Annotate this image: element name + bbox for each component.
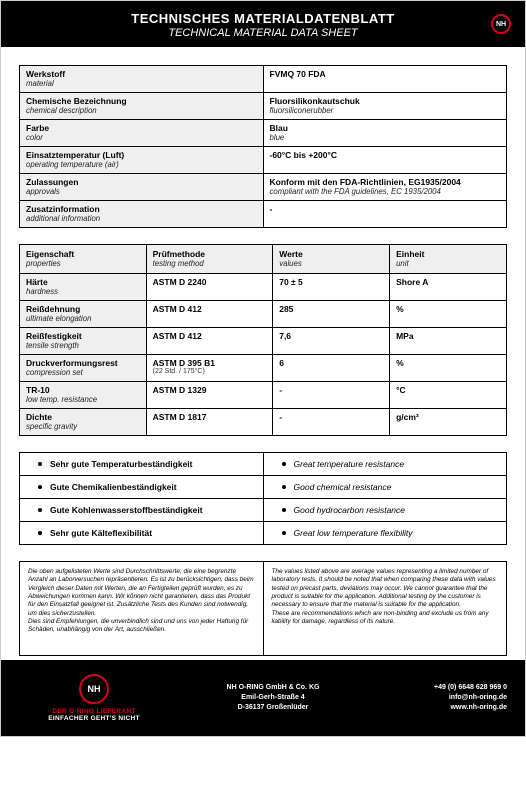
document-header: TECHNISCHES MATERIALDATENBLATT TECHNICAL… bbox=[1, 1, 525, 47]
info-value: -60°C bis +200°C bbox=[263, 147, 507, 174]
info-label: Zusatzinformationadditional information bbox=[20, 201, 264, 228]
disclaimer-box: Die oben aufgelisteten Werte sind Durchs… bbox=[19, 561, 507, 656]
prop-name: Druckverformungsrestcompression set bbox=[20, 355, 147, 382]
info-value: Fluorsilikonkautschukfluorsiliconerubber bbox=[263, 93, 507, 120]
info-label: Werkstoffmaterial bbox=[20, 66, 264, 93]
properties-table: EigenschaftpropertiesPrüfmethodetesting … bbox=[19, 244, 507, 436]
logo-icon: NH bbox=[491, 14, 511, 34]
feature-de: Gute Kohlenwasserstoffbeständigkeit bbox=[20, 499, 264, 522]
prop-value: 70 ± 5 bbox=[273, 274, 390, 301]
prop-method: ASTM D 395 B1(22 Std. / 175°C) bbox=[146, 355, 273, 382]
prop-name: Reißdehnungultimate elongation bbox=[20, 301, 147, 328]
disclaimer-de: Die oben aufgelisteten Werte sind Durchs… bbox=[20, 562, 264, 656]
prop-name: Dichtespecific gravity bbox=[20, 409, 147, 436]
material-info-table: WerkstoffmaterialFVMQ 70 FDAChemische Be… bbox=[19, 65, 507, 228]
footer-contact: +49 (0) 6648 628 969 0 info@nh-oring.de … bbox=[377, 683, 507, 712]
prop-method: ASTM D 1329 bbox=[146, 382, 273, 409]
footer-logo-block: NH DER O-RING LIEFERANT EINFACHER GEHT'S… bbox=[19, 674, 169, 722]
prop-method: ASTM D 412 bbox=[146, 301, 273, 328]
info-label: Einsatztemperatur (Luft)operating temper… bbox=[20, 147, 264, 174]
info-value: Konform mit den FDA-Richtlinien, EG1935/… bbox=[263, 174, 507, 201]
prop-value: 7,6 bbox=[273, 328, 390, 355]
feature-de: Sehr gute Temperaturbeständigkeit bbox=[20, 453, 264, 476]
prop-unit: g/cm³ bbox=[390, 409, 507, 436]
prop-unit: °C bbox=[390, 382, 507, 409]
feature-de: Gute Chemikalienbeständigkeit bbox=[20, 476, 264, 499]
prop-method: ASTM D 1817 bbox=[146, 409, 273, 436]
info-value: Blaublue bbox=[263, 120, 507, 147]
feature-en: Good chemical resistance bbox=[263, 476, 507, 499]
feature-en: Great temperature resistance bbox=[263, 453, 507, 476]
title-de: TECHNISCHES MATERIALDATENBLATT bbox=[9, 11, 517, 26]
info-value: FVMQ 70 FDA bbox=[263, 66, 507, 93]
prop-unit: Shore A bbox=[390, 274, 507, 301]
footer-tagline-2: EINFACHER GEHT'S NICHT bbox=[19, 715, 169, 722]
prop-value: - bbox=[273, 409, 390, 436]
feature-en: Good hydrocarbon resistance bbox=[263, 499, 507, 522]
document-footer: NH DER O-RING LIEFERANT EINFACHER GEHT'S… bbox=[1, 660, 525, 736]
prop-unit: % bbox=[390, 301, 507, 328]
prop-value: 6 bbox=[273, 355, 390, 382]
footer-address: NH O-RING GmbH & Co. KG Emil-Gerh-Straße… bbox=[169, 683, 377, 712]
info-label: Farbecolor bbox=[20, 120, 264, 147]
prop-name: Härtehardness bbox=[20, 274, 147, 301]
footer-tagline-1: DER O-RING LIEFERANT bbox=[19, 708, 169, 715]
prop-name: Reißfestigkeittensile strength bbox=[20, 328, 147, 355]
footer-logo-icon: NH bbox=[79, 674, 109, 704]
prop-method: ASTM D 412 bbox=[146, 328, 273, 355]
info-label: Zulassungenapprovals bbox=[20, 174, 264, 201]
feature-de: Sehr gute Kälteflexibilität bbox=[20, 522, 264, 545]
info-label: Chemische Bezeichnungchemical descriptio… bbox=[20, 93, 264, 120]
feature-en: Great low temperature flexibility bbox=[263, 522, 507, 545]
prop-value: - bbox=[273, 382, 390, 409]
prop-method: ASTM D 2240 bbox=[146, 274, 273, 301]
features-table: Sehr gute TemperaturbeständigkeitGreat t… bbox=[19, 452, 507, 545]
prop-unit: MPa bbox=[390, 328, 507, 355]
prop-unit: % bbox=[390, 355, 507, 382]
disclaimer-en: The values listed above are average valu… bbox=[263, 562, 507, 656]
prop-name: TR-10low temp. resistance bbox=[20, 382, 147, 409]
info-value: - bbox=[263, 201, 507, 228]
title-en: TECHNICAL MATERIAL DATA SHEET bbox=[9, 27, 517, 39]
prop-value: 285 bbox=[273, 301, 390, 328]
